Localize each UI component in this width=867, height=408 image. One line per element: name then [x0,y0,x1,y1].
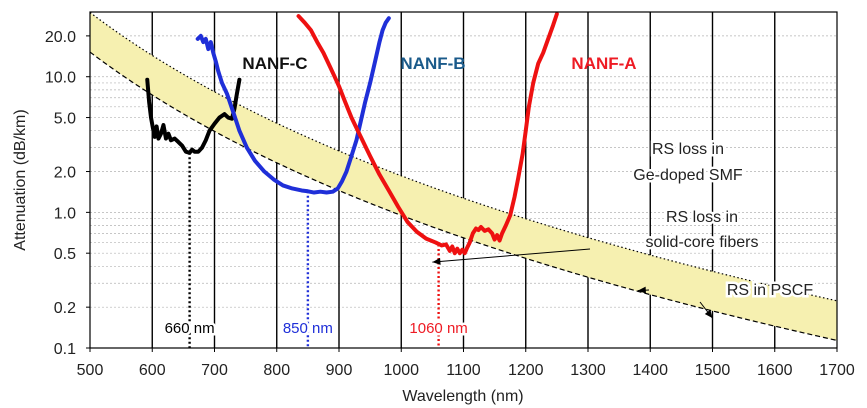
rs-shaded-band [90,12,837,341]
wavelength-markers: 660 nm 850 nm 1060 nm [162,152,470,348]
marker-label: 850 nm [283,320,333,337]
annotation-arrowhead [432,257,441,265]
chart-labels: NANF-C NANF-B NANF-A RS loss in Ge-doped SMF… [242,54,815,302]
y-axis-ticks: 0.1 0.2 0.5 1.0 2.0 5.0 10.0 20.0 [45,29,90,358]
y-tick-label: 1.0 [54,205,76,222]
annotation-arrowhead [637,286,646,294]
x-tick-label: 1000 [383,362,419,379]
y-tick-label: 0.2 [54,300,76,317]
x-tick-label: 600 [139,362,166,379]
series-name-label: NANF-A [571,54,636,73]
annotation-text: solid-core fibers [646,234,759,251]
marker-label: 660 nm [165,320,215,337]
x-tick-label: 900 [326,362,353,379]
annotation-text: Ge-doped SMF [633,167,743,184]
y-tick-label: 0.5 [54,246,76,263]
x-tick-label: 1700 [819,362,855,379]
y-tick-label: 5.0 [54,111,76,128]
series-name-label: NANF-B [400,54,465,73]
annotation-leaders [432,248,713,319]
rs-band [90,12,837,341]
rs-pscf-line [90,51,837,341]
x-tick-label: 700 [201,362,228,379]
y-tick-label: 0.1 [54,341,76,358]
x-tick-label: 1300 [570,362,606,379]
x-tick-label: 1200 [508,362,544,379]
x-tick-label: 800 [263,362,290,379]
marker-label: 1060 nm [409,320,467,337]
x-tick-label: 1400 [632,362,668,379]
y-axis-label: Attenuation (dB/km) [12,109,29,250]
x-tick-label: 500 [77,362,104,379]
annotation-text: RS loss in [666,209,738,226]
y-tick-label: 10.0 [45,70,76,87]
series-line-nanf-b [195,16,391,195]
series-line-nanf-c [145,77,242,155]
x-tick-label: 1500 [695,362,731,379]
x-axis-ticks: 500 600 700 800 900 1000 1100 1200 1300 1400 1500 1… [77,348,855,379]
x-tick-label: 1100 [446,362,481,379]
series-line-nanf-a [296,12,559,256]
annotation-text: RS loss in [652,141,724,158]
y-tick-label: 2.0 [54,165,76,182]
annotation-leader [432,248,591,263]
x-tick-label: 1600 [757,362,793,379]
series-group [145,12,559,256]
series-name-label: NANF-C [242,54,307,73]
annotation-arrowhead [704,309,713,319]
y-tick-label: 20.0 [45,29,76,46]
x-axis-label: Wavelength (nm) [402,388,523,405]
annotation-text: RS in PSCF [727,282,813,299]
